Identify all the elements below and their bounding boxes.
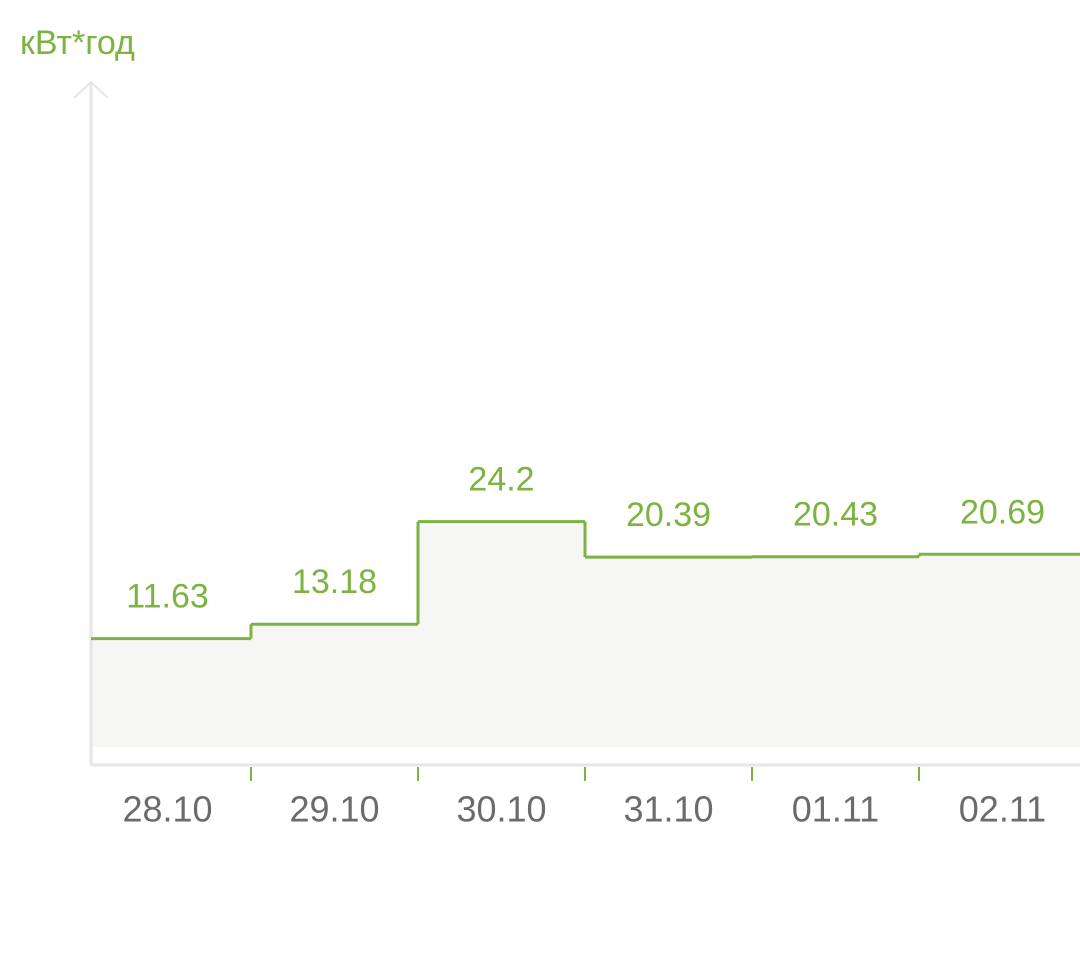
value-label: 20.39 [626,496,711,534]
y-axis-label: кВт*год [20,24,135,62]
x-tick-label: 02.11 [959,789,1046,830]
area [91,638,251,747]
value-label: 13.18 [292,563,377,601]
area [251,624,418,747]
value-label: 20.69 [960,493,1045,531]
value-label: 11.63 [126,578,209,616]
area [418,521,585,747]
x-tick-label: 29.10 [289,789,379,830]
value-label: 24.2 [468,461,534,499]
area [585,557,752,747]
area [919,554,1080,747]
area-group [91,521,1080,747]
x-tick-label: 31.10 [623,789,713,830]
area [752,556,919,747]
x-tick-label: 01.11 [792,789,879,830]
y-axis-arrow [73,80,109,99]
x-tick-label: 30.10 [456,789,546,830]
value-label: 20.43 [793,496,878,534]
x-tick-label: 28.10 [122,789,212,830]
